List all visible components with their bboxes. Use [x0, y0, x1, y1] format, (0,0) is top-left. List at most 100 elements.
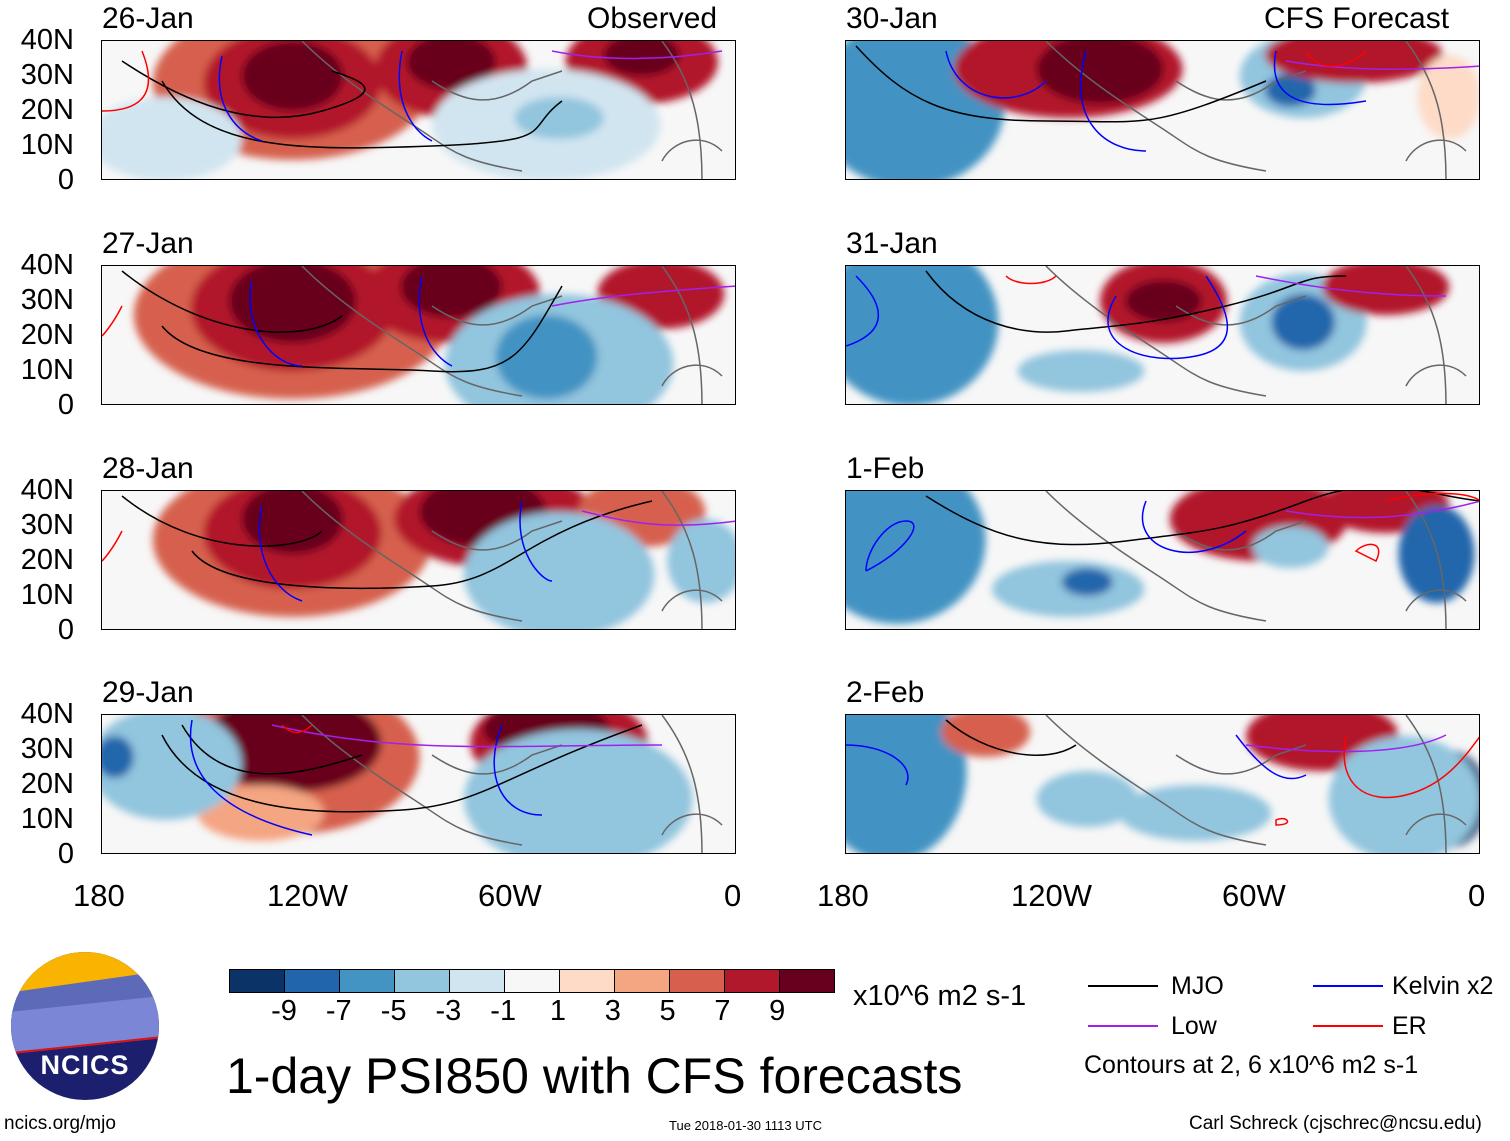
anomaly-region	[846, 491, 986, 624]
anomaly-region	[1328, 736, 1479, 853]
contour-line	[1245, 734, 1447, 753]
psi850-field	[846, 266, 1467, 404]
y-tick-label: 40N	[20, 698, 74, 730]
contour-line	[398, 50, 433, 142]
contour-line	[102, 50, 150, 112]
map-panel-31-jan	[845, 265, 1480, 405]
legend-label-low: Low	[1171, 1012, 1217, 1040]
colorbar-swatch	[395, 970, 450, 992]
contour-line	[1275, 817, 1289, 826]
contour-line	[945, 719, 1077, 756]
website-link[interactable]: ncics.org/mjo	[4, 1113, 116, 1134]
contour-line	[1354, 543, 1380, 563]
colorbar-swatch	[230, 970, 285, 992]
contour-line	[925, 491, 1479, 546]
anomaly-region	[1125, 280, 1202, 322]
x-tick-label: 180	[73, 878, 125, 913]
x-tick-label: 180	[817, 878, 869, 913]
anomaly-region	[241, 41, 344, 111]
colorbar-label: 3	[604, 995, 621, 1027]
map-panel-26-jan	[101, 40, 736, 180]
legend-label-mjo: MJO	[1171, 972, 1224, 1000]
contour-line	[121, 60, 366, 119]
coastline	[1045, 41, 1467, 179]
figure-title: 1-day PSI850 with CFS forecasts	[226, 1048, 963, 1104]
psi850-field	[102, 266, 735, 404]
colorbar-swatch	[285, 970, 340, 992]
contour-line	[161, 80, 563, 149]
colorbar-swatch	[615, 970, 670, 992]
map-panel-28-jan	[101, 490, 736, 630]
y-tick-label: 20N	[20, 94, 74, 126]
y-tick-label: 20N	[20, 768, 74, 800]
anomaly-region	[1271, 294, 1335, 350]
contour-line	[102, 530, 123, 562]
anomaly-region	[495, 315, 598, 399]
contour-line	[945, 50, 1047, 99]
map-panel-29-jan	[101, 714, 736, 854]
x-tick-label: 120W	[1011, 878, 1092, 913]
contour-line	[855, 45, 1267, 123]
y-tick-label: 0	[57, 838, 74, 870]
psi850-field	[846, 491, 1479, 629]
contour-line	[1141, 500, 1247, 554]
contour-line	[121, 495, 323, 547]
ncics-logo: NCICS	[11, 952, 159, 1100]
anomaly-region	[1252, 526, 1329, 568]
x-tick-label: 0	[1468, 878, 1486, 913]
contour-line	[418, 275, 453, 367]
coastline	[1045, 491, 1467, 629]
map-panel-30-jan	[845, 40, 1480, 180]
map-panel-27-jan	[101, 265, 736, 405]
panel-date: 2-Feb	[846, 676, 925, 709]
coastline	[1045, 715, 1467, 853]
anomaly-region	[1017, 350, 1145, 392]
colorbar-swatch	[670, 970, 725, 992]
y-tick-label: 30N	[20, 509, 74, 541]
anomaly-region	[400, 266, 503, 318]
colorbar-swatch	[780, 970, 834, 992]
anomaly-region	[1119, 785, 1272, 841]
colorbar-swatch	[560, 970, 615, 992]
anomaly-region	[1036, 771, 1139, 827]
colorbar-swatch	[340, 970, 395, 992]
colorbar-units: x10^6 m2 s-1	[853, 980, 1027, 1012]
anomaly-region	[102, 736, 134, 778]
colorbar-label: -9	[271, 995, 297, 1027]
contour-line	[1005, 275, 1057, 285]
contour-line	[1080, 50, 1147, 152]
colorbar-swatch	[450, 970, 505, 992]
colorbar-label: -1	[490, 995, 517, 1027]
contour-line	[581, 510, 735, 526]
contour-line	[161, 285, 563, 373]
anomaly-region	[229, 266, 356, 343]
anomaly-region	[463, 729, 693, 853]
y-tick-label: 30N	[20, 284, 74, 316]
anomaly-region	[1061, 568, 1113, 596]
panel-date: 28-Jan	[102, 452, 194, 485]
y-tick-label: 0	[57, 164, 74, 196]
anomaly-region	[102, 97, 242, 179]
x-tick-label: 60W	[1222, 878, 1286, 913]
contour-line	[1107, 275, 1228, 360]
psi850-field	[102, 41, 723, 179]
colorbar-label: -7	[325, 995, 352, 1027]
colorbar-label: 5	[659, 995, 676, 1027]
colorbar-label: 9	[769, 995, 786, 1027]
contour-line	[1285, 500, 1479, 519]
panel-date: 1-Feb	[846, 452, 925, 485]
legend-line-mjo	[1088, 985, 1158, 987]
contour-line	[258, 505, 303, 602]
legend-line-low	[1088, 1025, 1158, 1027]
legend-label-er: ER	[1392, 1012, 1427, 1040]
map-panel-2-feb	[845, 714, 1480, 854]
contour-line	[191, 500, 653, 589]
anomaly-region	[406, 41, 496, 90]
y-tick-label: 10N	[20, 354, 74, 386]
anomaly-region	[1036, 41, 1164, 104]
colorbar-swatch	[505, 970, 560, 992]
y-tick-label: 10N	[20, 803, 74, 835]
coastline	[301, 715, 723, 853]
contour-line	[1343, 734, 1479, 799]
colorbar	[229, 969, 835, 993]
